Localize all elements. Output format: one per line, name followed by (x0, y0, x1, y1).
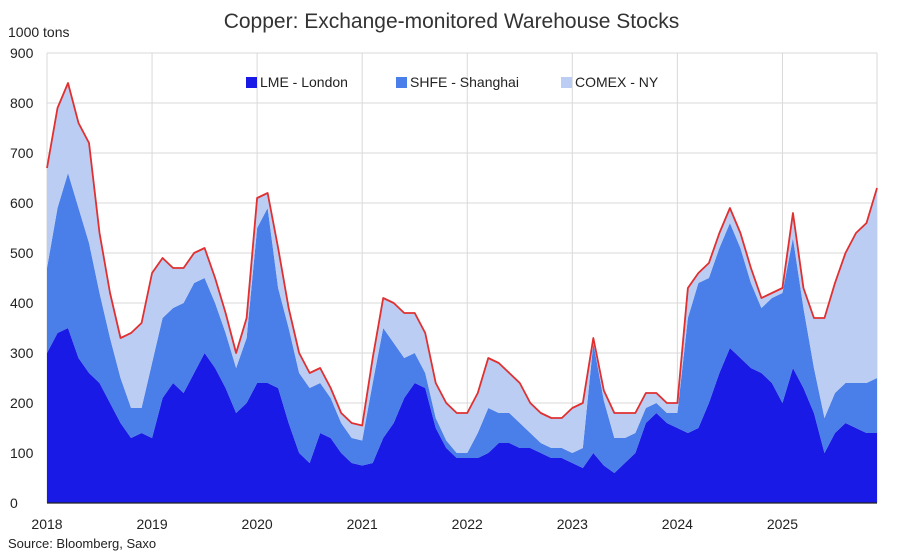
x-tick-label: 2018 (31, 516, 62, 532)
area-layers (47, 83, 877, 503)
legend-label-comex: COMEX - NY (575, 74, 659, 90)
x-tick-label: 2023 (557, 516, 588, 532)
y-tick-label: 0 (10, 495, 18, 511)
x-tick-label: 2022 (452, 516, 483, 532)
total-line-layer (46, 82, 878, 427)
y-tick-label: 100 (10, 445, 34, 461)
chart-title: Copper: Exchange-monitored Warehouse Sto… (223, 10, 680, 33)
legend-swatch-comex (561, 77, 572, 88)
total-stock-line (46, 82, 878, 427)
legend-label-shfe: SHFE - Shanghai (410, 74, 519, 90)
y-tick-label: 500 (10, 245, 34, 261)
x-tick-label: 2019 (136, 516, 167, 532)
x-tick-label: 2025 (767, 516, 798, 532)
y-tick-label: 900 (10, 45, 34, 61)
x-tick-label: 2021 (347, 516, 378, 532)
legend-swatch-shfe (396, 77, 407, 88)
y-tick-label: 600 (10, 195, 34, 211)
legend-label-lme: LME - London (260, 74, 348, 90)
area-comex (47, 83, 877, 453)
y-axis-unit-label: 1000 tons (8, 24, 70, 40)
y-tick-label: 200 (10, 395, 34, 411)
axes: 0 100 200 300 400 500 600 700 800 900 2018 2019 2020… (10, 45, 877, 532)
y-tick-label: 400 (10, 295, 34, 311)
x-tick-label: 2024 (662, 516, 693, 532)
y-tick-label: 800 (10, 95, 34, 111)
legend-swatch-lme (246, 77, 257, 88)
y-tick-label: 300 (10, 345, 34, 361)
x-tick-label: 2020 (242, 516, 273, 532)
area-lme (47, 328, 877, 503)
area-shfe (47, 173, 877, 473)
source-note: Source: Bloomberg, Saxo (8, 536, 157, 551)
legend: LME - London SHFE - Shanghai COMEX - NY (246, 74, 659, 90)
y-tick-label: 700 (10, 145, 34, 161)
